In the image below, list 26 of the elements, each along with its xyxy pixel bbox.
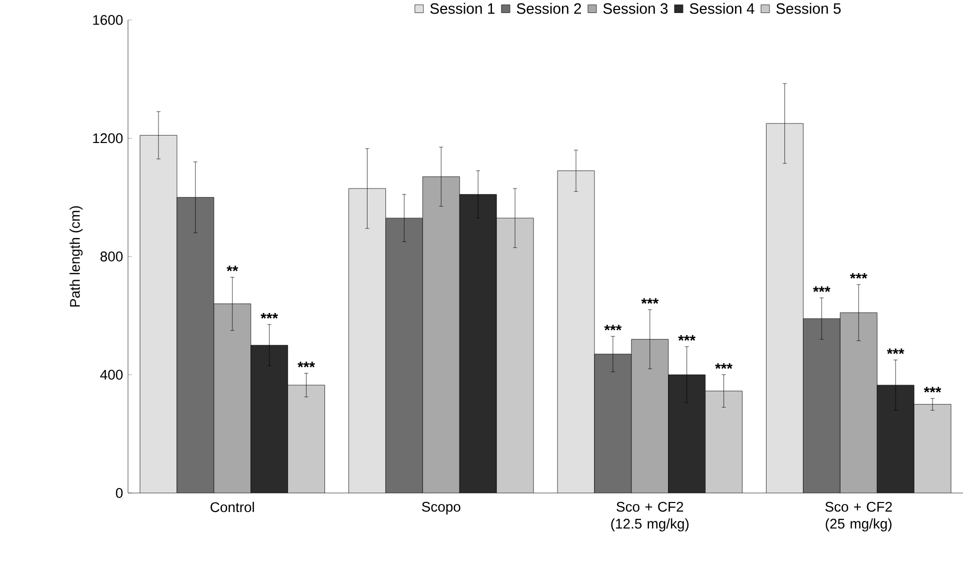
x-tick-label: Scopo [422,502,460,514]
annotation: *** [850,273,868,279]
legend-label: Session 3 [603,2,668,14]
y-tick-label: 0 [116,488,123,498]
annotation: *** [678,335,696,341]
x-tick-label: Control [210,502,254,512]
y-tick-label: 400 [100,370,123,380]
x-tick-label: Sco + CF2 (12.5 mg/kg) [611,502,689,532]
annotation: *** [813,286,830,292]
x-tick-label: Sco + CF2 (25 mg/kg) [825,502,892,532]
legend-label: Session 1 [430,2,494,14]
annotation: *** [715,363,732,369]
legend-label: Session 5 [776,2,841,14]
annotation: *** [298,362,315,368]
annotation: *** [641,298,659,304]
legend-label: Session 2 [516,2,581,14]
annotation: *** [604,324,622,330]
legend-label: Session 4 [690,2,754,14]
y-tick-label: 800 [100,252,123,262]
annotation: *** [260,313,278,319]
y-tick-label: 1600 [93,15,123,25]
annotation: *** [886,348,904,354]
y-axis-title: Path length (cm) [70,206,83,307]
annotation: ** [226,266,238,272]
y-tick-label: 1200 [93,133,123,144]
annotation: *** [924,386,942,392]
